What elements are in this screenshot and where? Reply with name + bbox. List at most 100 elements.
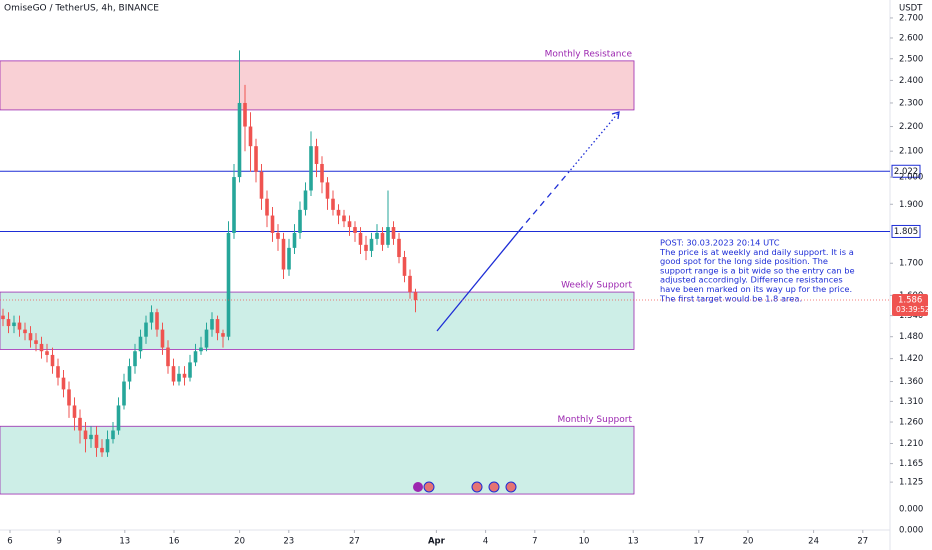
icon <box>423 481 435 493</box>
candle-body <box>358 232 363 245</box>
y-tick-label: 1.900 <box>899 200 923 210</box>
event-icons <box>413 481 517 493</box>
x-tick-label: 17 <box>693 537 704 547</box>
candle-body <box>116 405 121 431</box>
candle-body <box>375 232 379 239</box>
candle-body <box>6 319 11 327</box>
icon <box>471 481 483 493</box>
candle-body <box>17 322 22 330</box>
candle-body <box>287 247 291 270</box>
candle-body <box>1 315 5 320</box>
level-label: 2.022 <box>894 167 918 177</box>
y-tick-label: 2.100 <box>899 147 923 157</box>
candle-body <box>34 340 38 344</box>
candle-body <box>325 182 330 199</box>
candle-body <box>100 447 104 453</box>
candle-body <box>61 377 66 390</box>
zone <box>0 60 635 111</box>
countdown: 03:39:52 <box>896 305 930 314</box>
y-tick-label: 1.310 <box>899 397 923 407</box>
x-tick-label: 27 <box>857 537 868 547</box>
x-tick-label: 10 <box>579 537 590 547</box>
x-tick-label: 24 <box>808 537 819 547</box>
y-tick-label: 1.210 <box>899 439 923 449</box>
candle-body <box>160 329 165 348</box>
candle-body <box>45 351 49 355</box>
x-tick-label: 7 <box>532 537 537 547</box>
projection-dotted <box>567 111 620 174</box>
candle-body <box>303 190 308 210</box>
candle-body <box>408 275 412 293</box>
y-extra-label: 0.000 <box>899 505 923 515</box>
candle-body <box>133 351 137 367</box>
candle-body <box>12 322 16 327</box>
x-tick-label: 27 <box>349 537 360 547</box>
candle-body <box>342 215 346 222</box>
candle-body <box>50 354 55 367</box>
y-tick-label: 1.420 <box>899 354 923 364</box>
y-tick-label: 1.360 <box>899 377 923 387</box>
candle-body <box>144 322 148 337</box>
level-tag <box>891 164 921 178</box>
candle-body <box>39 343 44 352</box>
note-line: have been marked on its way up for the p… <box>660 284 852 294</box>
y-tick-label: 1.700 <box>899 259 923 269</box>
x-tick-label: 16 <box>169 537 180 547</box>
zone-label: Monthly Resistance <box>545 49 633 59</box>
candle-body <box>336 209 341 216</box>
candle-body <box>56 366 60 378</box>
candle-body <box>364 244 368 251</box>
x-tick-label: 9 <box>56 537 61 547</box>
zone-label: Monthly Support <box>558 415 633 425</box>
candle-body <box>254 146 258 172</box>
candle-body <box>397 238 401 258</box>
x-tick-label: 23 <box>283 537 294 547</box>
note-line: The first target would be 1.8 area. <box>659 293 802 303</box>
candle-body <box>402 257 407 276</box>
note-line: POST: 30.03.2023 20:14 UTC <box>660 238 780 248</box>
x-tick-label: 20 <box>234 537 245 547</box>
candle-body <box>248 126 253 147</box>
candle-body <box>155 312 159 330</box>
projection <box>436 111 620 332</box>
zone-label: Weekly Support <box>561 281 632 291</box>
candle-body <box>89 434 93 440</box>
chart-title: OmiseGO / TetherUS, 4h, BINANCE <box>4 4 159 14</box>
icon <box>413 482 423 492</box>
candle-body <box>270 215 275 233</box>
candle-body <box>292 232 297 248</box>
projection-solid <box>436 230 520 332</box>
candle-body <box>298 209 302 233</box>
y-tick-label: 1.125 <box>899 478 923 488</box>
candle-body <box>193 351 198 363</box>
candle-body <box>122 381 126 406</box>
x-tick-label: 4 <box>483 537 488 547</box>
levels: 2.022 1.805 <box>0 164 921 238</box>
y-extra-label: 0.000 <box>899 526 923 536</box>
y-tick-label: 2.500 <box>899 54 923 64</box>
candle-body <box>386 227 390 245</box>
candle-body <box>171 366 176 382</box>
last-price-tag <box>892 294 928 317</box>
y-tick-label: 2.700 <box>899 13 923 23</box>
arrow-head <box>611 111 620 120</box>
icon <box>505 481 517 493</box>
candle-body <box>281 238 286 270</box>
candle-body <box>28 333 33 341</box>
candle-body <box>166 347 170 367</box>
level-tag <box>891 224 921 238</box>
candle-body <box>67 389 71 406</box>
x-tick-label: 13 <box>628 537 639 547</box>
candle-body <box>380 232 385 245</box>
projection-dashed <box>518 172 569 232</box>
candles <box>1 50 418 457</box>
candle-body <box>177 373 181 382</box>
candle-body <box>265 198 269 216</box>
candle-body <box>111 430 115 440</box>
candle-body <box>94 434 99 448</box>
candle-body <box>314 146 319 164</box>
candle-body <box>331 198 335 210</box>
candle-body <box>391 227 396 239</box>
candle-body <box>72 405 77 418</box>
